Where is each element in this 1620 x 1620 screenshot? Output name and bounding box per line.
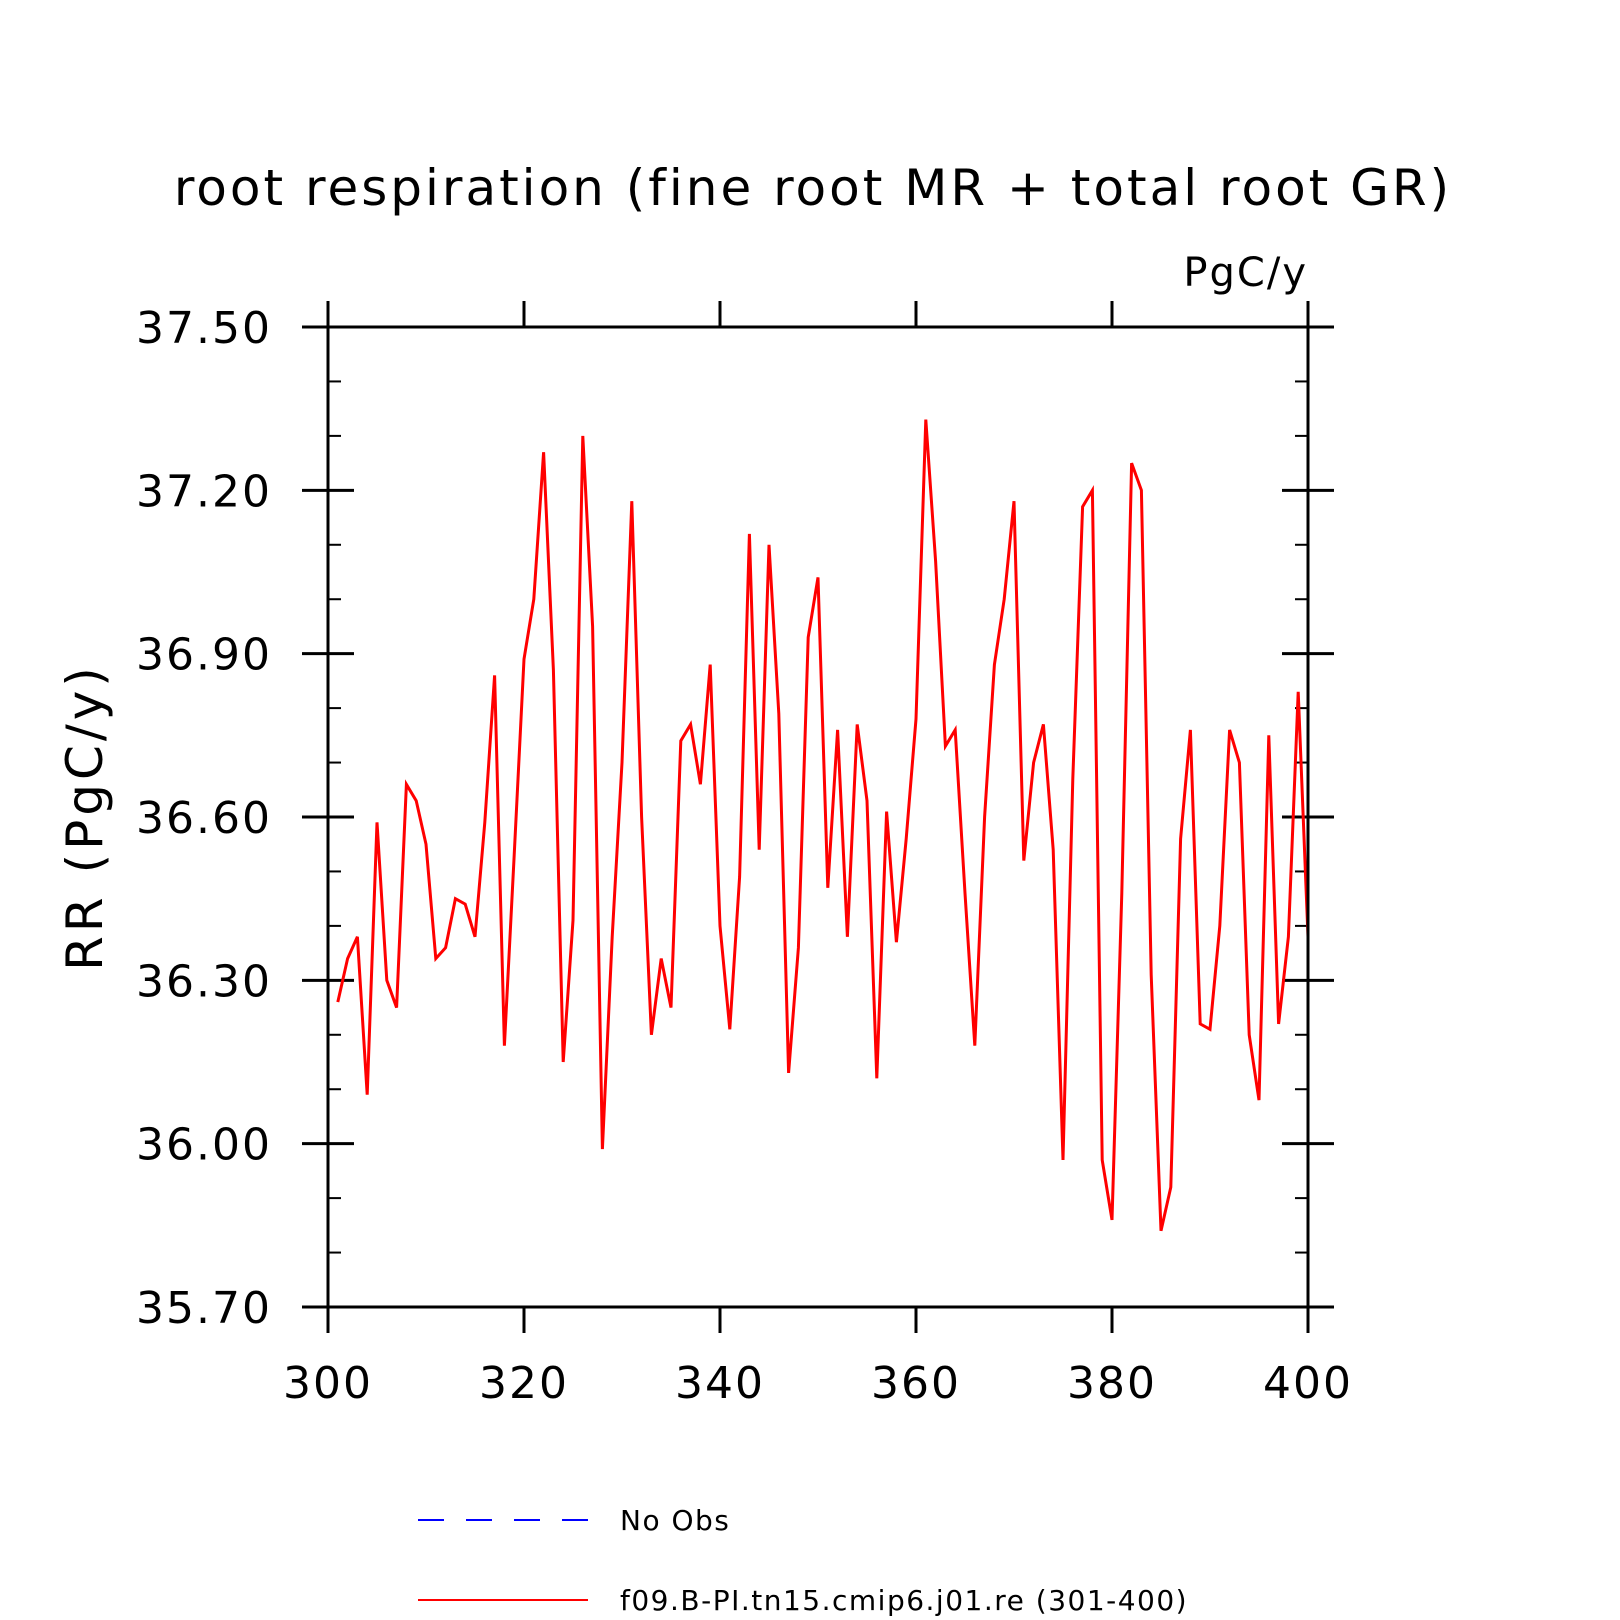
- y-tick-label: 35.70: [136, 1283, 272, 1334]
- y-tick-label: 36.90: [136, 630, 272, 681]
- x-tick-label: 400: [1263, 1358, 1353, 1409]
- x-tick-label: 360: [871, 1358, 961, 1409]
- x-tick-label: 380: [1067, 1358, 1157, 1409]
- chart-title: root respiration (fine root MR + total r…: [174, 159, 1452, 217]
- x-tick-label: 300: [283, 1358, 373, 1409]
- y-tick-label: 36.30: [136, 956, 272, 1007]
- y-tick-label: 37.20: [136, 466, 272, 517]
- x-tick-label: 320: [479, 1358, 569, 1409]
- legend: No Obs f09.B-PI.tn15.cmip6.j01.re (301-4…: [418, 1504, 1188, 1617]
- legend-label-model-run: f09.B-PI.tn15.cmip6.j01.re (301-400): [620, 1584, 1188, 1617]
- units-label: PgC/y: [1183, 250, 1308, 296]
- y-tick-label: 36.00: [136, 1120, 272, 1171]
- y-tick-label: 36.60: [136, 793, 272, 844]
- series-group: [336, 419, 1310, 1232]
- y-axis-label: RR (PgC/y): [56, 663, 114, 971]
- tick-labels: 35.70 36.00 36.30 36.60 36.90 37.20 37.50 300 32…: [136, 303, 1353, 1409]
- legend-label-no-obs: No Obs: [620, 1504, 730, 1537]
- x-tick-label: 340: [675, 1358, 765, 1409]
- plot-frame: [326, 325, 1310, 1309]
- y-tick-label: 37.50: [136, 303, 272, 354]
- axis-ticks: [302, 301, 1334, 1333]
- series-line: [336, 419, 1310, 1232]
